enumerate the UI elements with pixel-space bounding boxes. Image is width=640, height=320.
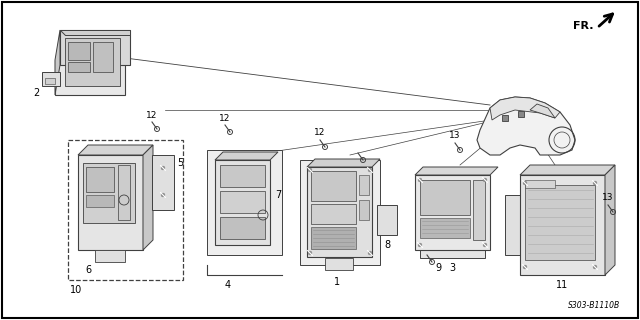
Bar — [525, 180, 555, 188]
Bar — [152, 155, 174, 210]
Bar — [118, 165, 130, 220]
Bar — [86, 167, 114, 192]
Bar — [325, 258, 353, 270]
Text: FR.: FR. — [573, 21, 593, 31]
Bar — [311, 171, 356, 201]
Bar — [473, 180, 485, 240]
Text: 4: 4 — [225, 280, 231, 290]
Text: 12: 12 — [314, 128, 326, 137]
Bar — [359, 200, 369, 220]
Text: 12: 12 — [147, 111, 157, 120]
Polygon shape — [215, 152, 278, 160]
Bar — [220, 191, 265, 213]
Bar — [420, 180, 470, 215]
Bar — [207, 150, 282, 255]
Bar — [83, 163, 135, 223]
Circle shape — [524, 265, 527, 269]
Bar — [311, 227, 356, 249]
Polygon shape — [605, 165, 615, 275]
Text: 9: 9 — [435, 263, 441, 273]
Polygon shape — [530, 104, 555, 118]
Bar — [505, 195, 523, 255]
Bar — [502, 115, 508, 121]
Polygon shape — [477, 97, 575, 155]
Bar — [415, 175, 490, 250]
Text: 8: 8 — [384, 240, 390, 250]
Circle shape — [418, 243, 422, 247]
Bar — [68, 62, 90, 72]
Circle shape — [483, 243, 487, 247]
Bar — [518, 111, 524, 117]
Bar — [377, 205, 397, 235]
Bar — [359, 175, 369, 195]
Bar — [220, 217, 265, 239]
Text: 13: 13 — [449, 131, 461, 140]
Polygon shape — [78, 145, 153, 155]
Circle shape — [161, 166, 165, 170]
Text: 6: 6 — [85, 265, 91, 275]
Bar — [86, 195, 114, 207]
Polygon shape — [60, 30, 130, 35]
Bar — [95, 250, 125, 262]
Circle shape — [368, 251, 372, 255]
Bar — [60, 30, 130, 65]
Polygon shape — [55, 30, 60, 95]
Bar — [307, 167, 372, 257]
Text: 3: 3 — [449, 263, 455, 273]
Bar — [311, 204, 356, 224]
Bar — [68, 42, 90, 60]
Circle shape — [593, 265, 596, 269]
Bar — [525, 185, 595, 260]
Bar — [220, 165, 265, 187]
Bar — [420, 243, 485, 258]
Circle shape — [524, 181, 527, 185]
Circle shape — [161, 193, 165, 197]
Bar — [65, 38, 120, 86]
Circle shape — [593, 181, 596, 185]
Bar — [55, 60, 125, 95]
Bar — [78, 155, 143, 250]
Bar — [93, 42, 113, 72]
Text: 7: 7 — [275, 190, 281, 200]
Polygon shape — [307, 159, 380, 167]
Circle shape — [308, 168, 312, 172]
Circle shape — [308, 251, 312, 255]
Circle shape — [418, 178, 422, 182]
Bar — [420, 218, 470, 238]
Bar — [520, 175, 605, 275]
Polygon shape — [143, 145, 153, 250]
Polygon shape — [490, 97, 560, 120]
Bar — [300, 160, 380, 265]
Polygon shape — [415, 167, 498, 175]
Text: S303-B1110B: S303-B1110B — [568, 301, 620, 310]
Text: 5: 5 — [177, 158, 183, 168]
Circle shape — [368, 168, 372, 172]
Text: 13: 13 — [602, 193, 614, 202]
Bar — [68, 140, 183, 280]
Text: 12: 12 — [220, 114, 230, 123]
Bar — [42, 72, 60, 86]
Bar — [215, 160, 270, 245]
Polygon shape — [520, 165, 615, 175]
Text: 10: 10 — [70, 285, 83, 295]
Bar — [45, 78, 55, 84]
Text: 1: 1 — [334, 277, 340, 287]
Circle shape — [483, 178, 487, 182]
Text: 11: 11 — [556, 280, 568, 290]
Text: 2: 2 — [33, 88, 39, 98]
